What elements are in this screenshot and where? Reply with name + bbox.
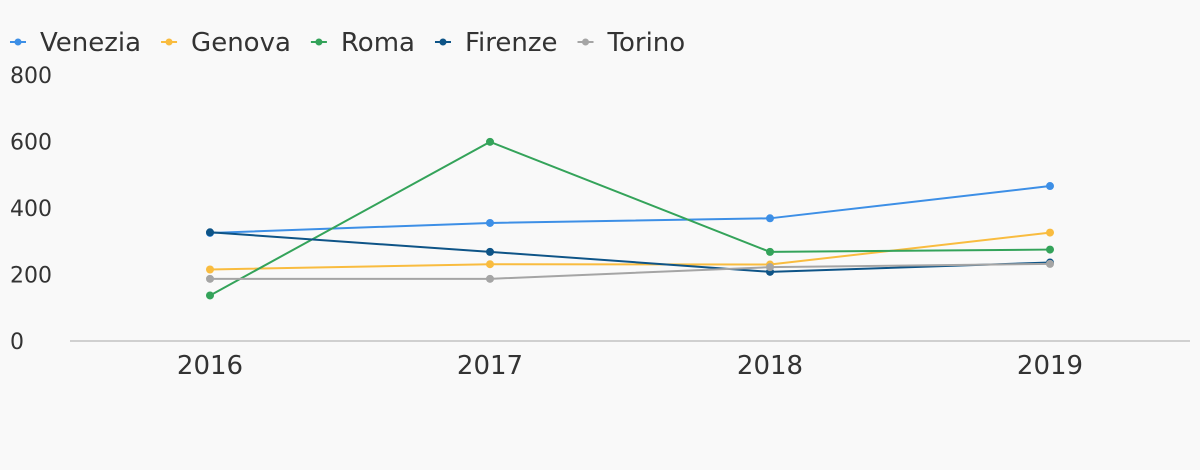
legend-marker-swatch — [165, 38, 173, 46]
data-point[interactable] — [486, 218, 494, 227]
x-tick-label: 2018 — [737, 351, 803, 381]
legend-label: Genova — [191, 28, 291, 58]
x-tick-label: 2016 — [177, 351, 243, 381]
data-point[interactable] — [766, 247, 774, 256]
y-tick-label: 600 — [10, 131, 52, 156]
legend-marker-swatch — [582, 38, 590, 46]
y-tick-label: 800 — [10, 64, 52, 89]
legend-label: Venezia — [40, 28, 141, 58]
x-tick-label: 2019 — [1017, 351, 1083, 381]
legend-item-venezia[interactable]: Venezia — [10, 28, 141, 58]
data-point[interactable] — [766, 214, 774, 223]
data-point[interactable] — [766, 263, 774, 272]
legend: Venezia Genova Roma Firenze Torino — [10, 28, 685, 58]
legend-marker-swatch — [315, 38, 323, 46]
data-point[interactable] — [486, 274, 494, 283]
data-point[interactable] — [206, 291, 214, 300]
legend-label: Torino — [607, 28, 686, 58]
x-axis: 2016 2017 2018 2019 — [70, 340, 1190, 381]
series-venezia — [206, 182, 1054, 237]
data-point[interactable] — [1046, 245, 1054, 254]
x-tick-label: 2017 — [457, 351, 523, 381]
data-point[interactable] — [486, 137, 494, 146]
legend-marker-swatch — [439, 38, 447, 46]
y-tick-label: 400 — [10, 197, 52, 222]
y-tick-label: 200 — [10, 264, 52, 289]
y-tick-label: 0 — [10, 330, 24, 355]
legend-label: Firenze — [465, 28, 558, 58]
series-line — [209, 185, 1051, 234]
data-point[interactable] — [206, 265, 214, 274]
legend-item-firenze[interactable]: Firenze — [434, 28, 558, 58]
legend-item-torino[interactable]: Torino — [577, 28, 686, 58]
data-point[interactable] — [486, 260, 494, 269]
series-roma — [206, 137, 1054, 300]
data-point[interactable] — [206, 274, 214, 283]
series-line — [209, 231, 1051, 271]
legend-label: Roma — [341, 28, 415, 58]
series-line — [210, 262, 1051, 280]
series-torino — [206, 259, 1054, 283]
y-axis: 0 200 400 600 800 — [10, 64, 52, 355]
series-firenze — [206, 228, 1054, 276]
legend-item-genova[interactable]: Genova — [161, 28, 291, 58]
series-line — [209, 231, 1051, 273]
data-point[interactable] — [1046, 228, 1054, 237]
series-line — [209, 140, 1051, 297]
legend-marker-swatch — [14, 38, 22, 46]
legend-item-roma[interactable]: Roma — [310, 28, 415, 58]
series-layer — [206, 137, 1054, 300]
data-point[interactable] — [1046, 259, 1054, 268]
data-point[interactable] — [486, 247, 494, 256]
data-point[interactable] — [206, 228, 214, 237]
data-point[interactable] — [1046, 182, 1054, 191]
